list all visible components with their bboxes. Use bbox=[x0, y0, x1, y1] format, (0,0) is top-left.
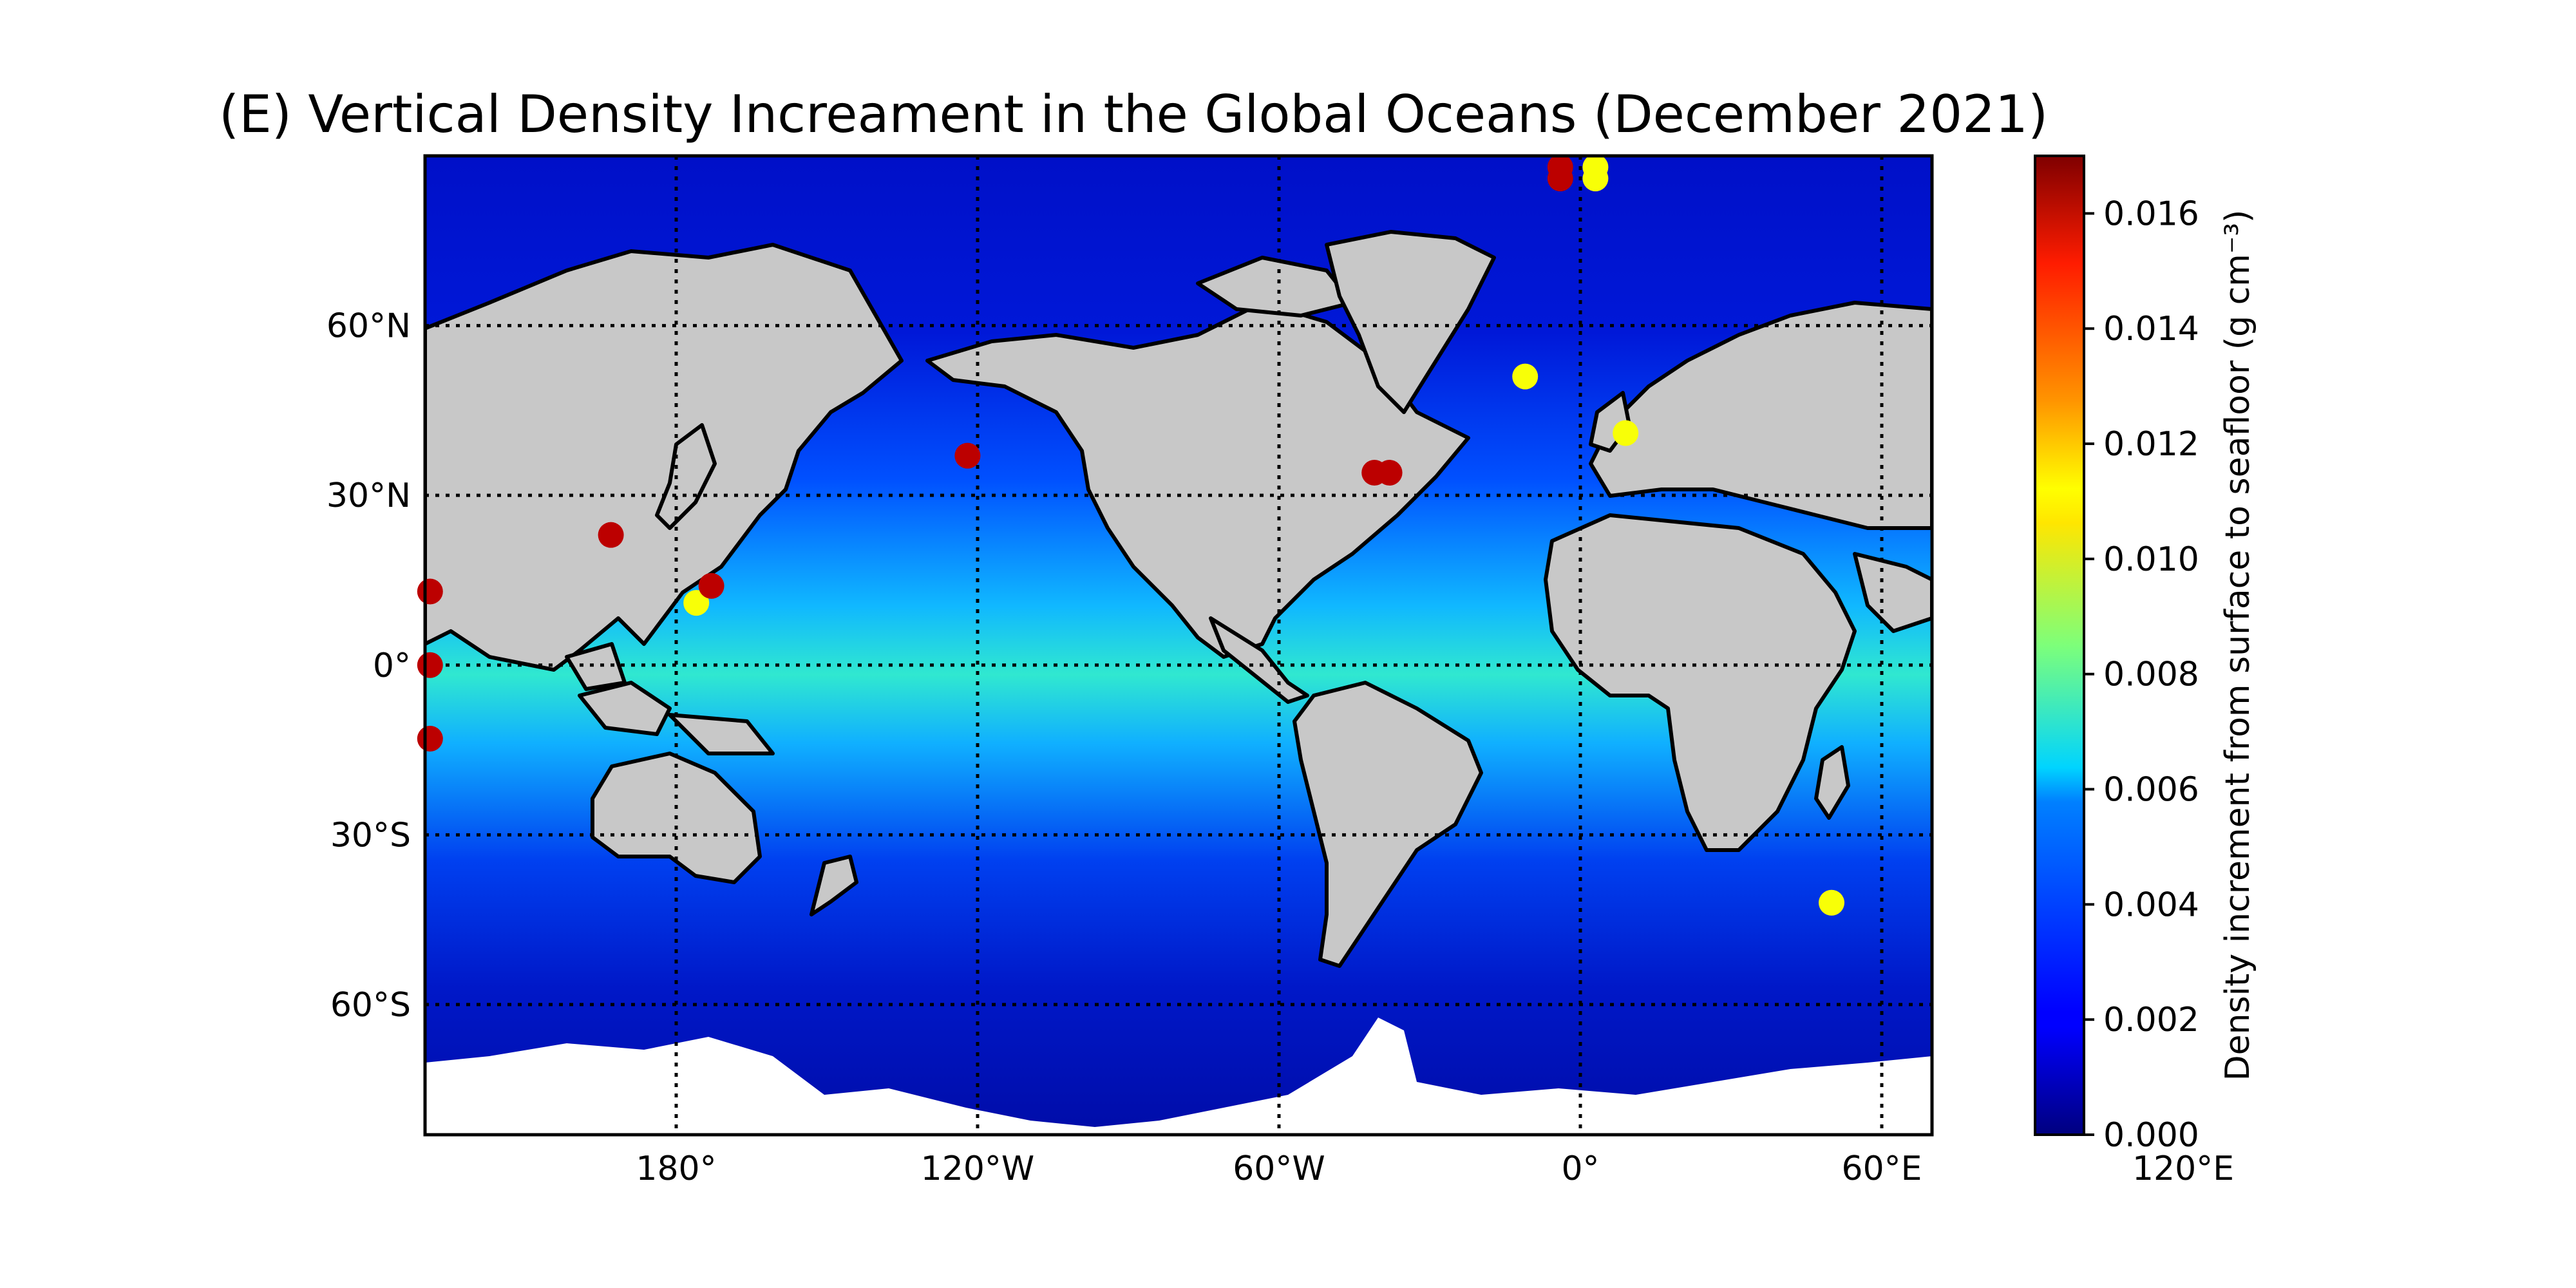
station-marker bbox=[1376, 460, 1403, 486]
latitude-tick-label: 30°N bbox=[327, 477, 411, 515]
land-south-america bbox=[1293, 681, 1483, 968]
station-markers bbox=[417, 154, 1844, 916]
colorbar-label: Density increment from surface to seaflo… bbox=[2219, 210, 2257, 1081]
land-africa bbox=[1544, 513, 1857, 852]
station-marker bbox=[1512, 363, 1539, 390]
land-arabia bbox=[1853, 552, 1932, 633]
station-marker bbox=[698, 573, 724, 599]
colorbar: 0.000 0.002 0.004 0.006 0.008 0.010 0.012 0.014… bbox=[2034, 155, 2257, 1155]
land-japan bbox=[655, 423, 717, 530]
land-new-zealand bbox=[810, 855, 858, 916]
land-asia bbox=[425, 243, 904, 672]
land-central-america bbox=[1209, 616, 1309, 704]
land-greenland bbox=[1325, 230, 1496, 414]
colorbar-ticks: 0.000 0.002 0.004 0.006 0.008 0.010 0.012 0.014… bbox=[2084, 194, 2199, 1155]
longitude-tick-label: 60°W bbox=[1233, 1150, 1325, 1188]
land-madagascar bbox=[1814, 745, 1850, 820]
colorbar-bar bbox=[2034, 155, 2085, 1136]
station-marker bbox=[598, 522, 624, 548]
map-frame bbox=[423, 154, 1934, 1137]
chart-title: (E) Vertical Density Increament in the G… bbox=[219, 84, 2048, 144]
land-antarctica bbox=[425, 1018, 1932, 1135]
colorbar-tick-label: 0.014 bbox=[2103, 310, 2199, 348]
longitude-tick-label: 120°E bbox=[2132, 1150, 2234, 1188]
colorbar-tick-label: 0.002 bbox=[2103, 1001, 2199, 1039]
station-marker bbox=[417, 652, 443, 678]
station-marker bbox=[1819, 889, 1844, 916]
longitude-tick-label: 120°W bbox=[921, 1150, 1035, 1188]
station-marker bbox=[417, 578, 443, 605]
station-marker bbox=[417, 725, 443, 752]
longitude-tick-label: 180° bbox=[636, 1150, 716, 1188]
longitude-tick-label: 60°E bbox=[1841, 1150, 1922, 1188]
land-europe bbox=[1589, 301, 1932, 530]
latitude-tick-label: 0° bbox=[373, 647, 411, 685]
map-area bbox=[425, 156, 1932, 1135]
latitude-tick-label: 60°S bbox=[330, 986, 411, 1025]
gridlines bbox=[425, 156, 1932, 1135]
colorbar-tick-label: 0.012 bbox=[2103, 425, 2199, 464]
land-borneo bbox=[565, 642, 627, 691]
colorbar-tick-label: 0.016 bbox=[2103, 194, 2199, 233]
colorbar-tick-label: 0.004 bbox=[2103, 886, 2199, 924]
latitude-tick-label: 60°N bbox=[327, 307, 411, 346]
station-marker bbox=[1582, 154, 1609, 180]
longitude-tick-label: 0° bbox=[1561, 1150, 1599, 1188]
colorbar-tick-label: 0.000 bbox=[2103, 1116, 2199, 1155]
land-masses bbox=[425, 230, 1932, 968]
latitude-tick-label: 30°S bbox=[330, 816, 411, 855]
station-marker bbox=[683, 590, 710, 616]
colorbar-tick-label: 0.006 bbox=[2103, 771, 2199, 810]
colorbar-tick-label: 0.010 bbox=[2103, 540, 2199, 579]
station-marker bbox=[1547, 154, 1573, 180]
longitude-tick-labels: 120°E 180° 120°W 60°W 0° 60°E bbox=[636, 1150, 2234, 1188]
station-marker bbox=[1613, 420, 1639, 446]
latitude-tick-labels: 60°N 30°N 0° 30°S 60°S bbox=[327, 307, 411, 1025]
land-new-guinea bbox=[668, 713, 775, 755]
colorbar-tick-label: 0.008 bbox=[2103, 656, 2199, 694]
station-marker bbox=[954, 442, 981, 469]
